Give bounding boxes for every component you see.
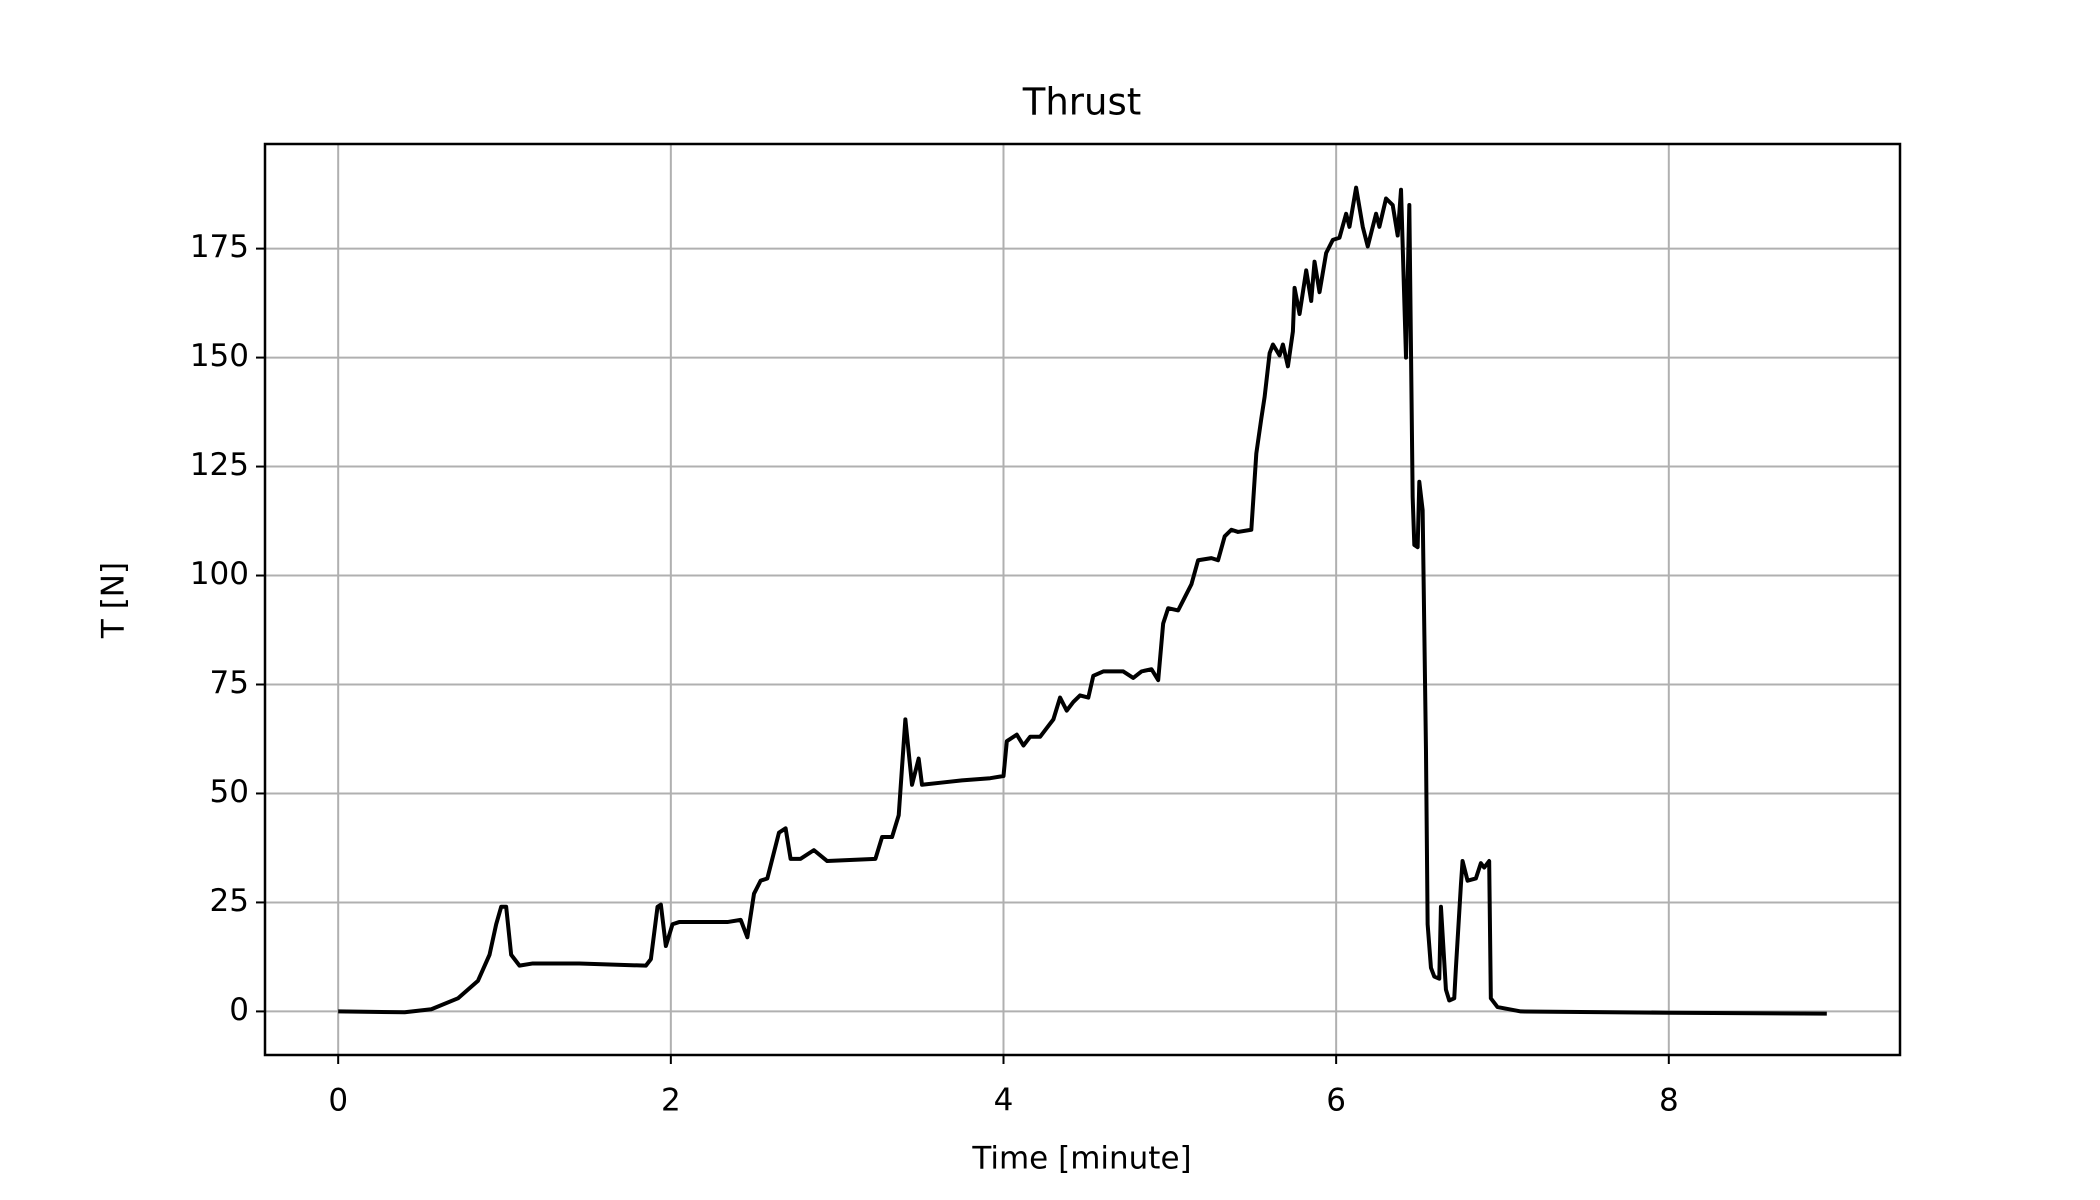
x-tick-label: 6	[1326, 1083, 1346, 1119]
y-tick-label: 75	[210, 665, 249, 701]
y-tick-label: 0	[229, 992, 249, 1028]
x-tick-label: 4	[994, 1083, 1014, 1119]
y-tick-label: 125	[190, 447, 249, 483]
chart-title: Thrust	[1022, 81, 1142, 124]
x-tick-label: 2	[661, 1083, 681, 1119]
plot-frame	[263, 142, 1902, 1057]
y-axis-label: T [N]	[96, 562, 132, 639]
y-tick-label: 150	[190, 338, 249, 374]
x-axis-label: Time [minute]	[971, 1141, 1191, 1177]
x-tick-label: 0	[328, 1083, 348, 1119]
data-line	[338, 185, 1827, 1016]
y-tick-label: 175	[190, 229, 249, 265]
y-tick-label: 100	[190, 556, 249, 592]
y-tick-label: 50	[210, 774, 249, 810]
y-tick-label: 25	[210, 883, 249, 919]
x-tick-label: 8	[1659, 1083, 1679, 1119]
